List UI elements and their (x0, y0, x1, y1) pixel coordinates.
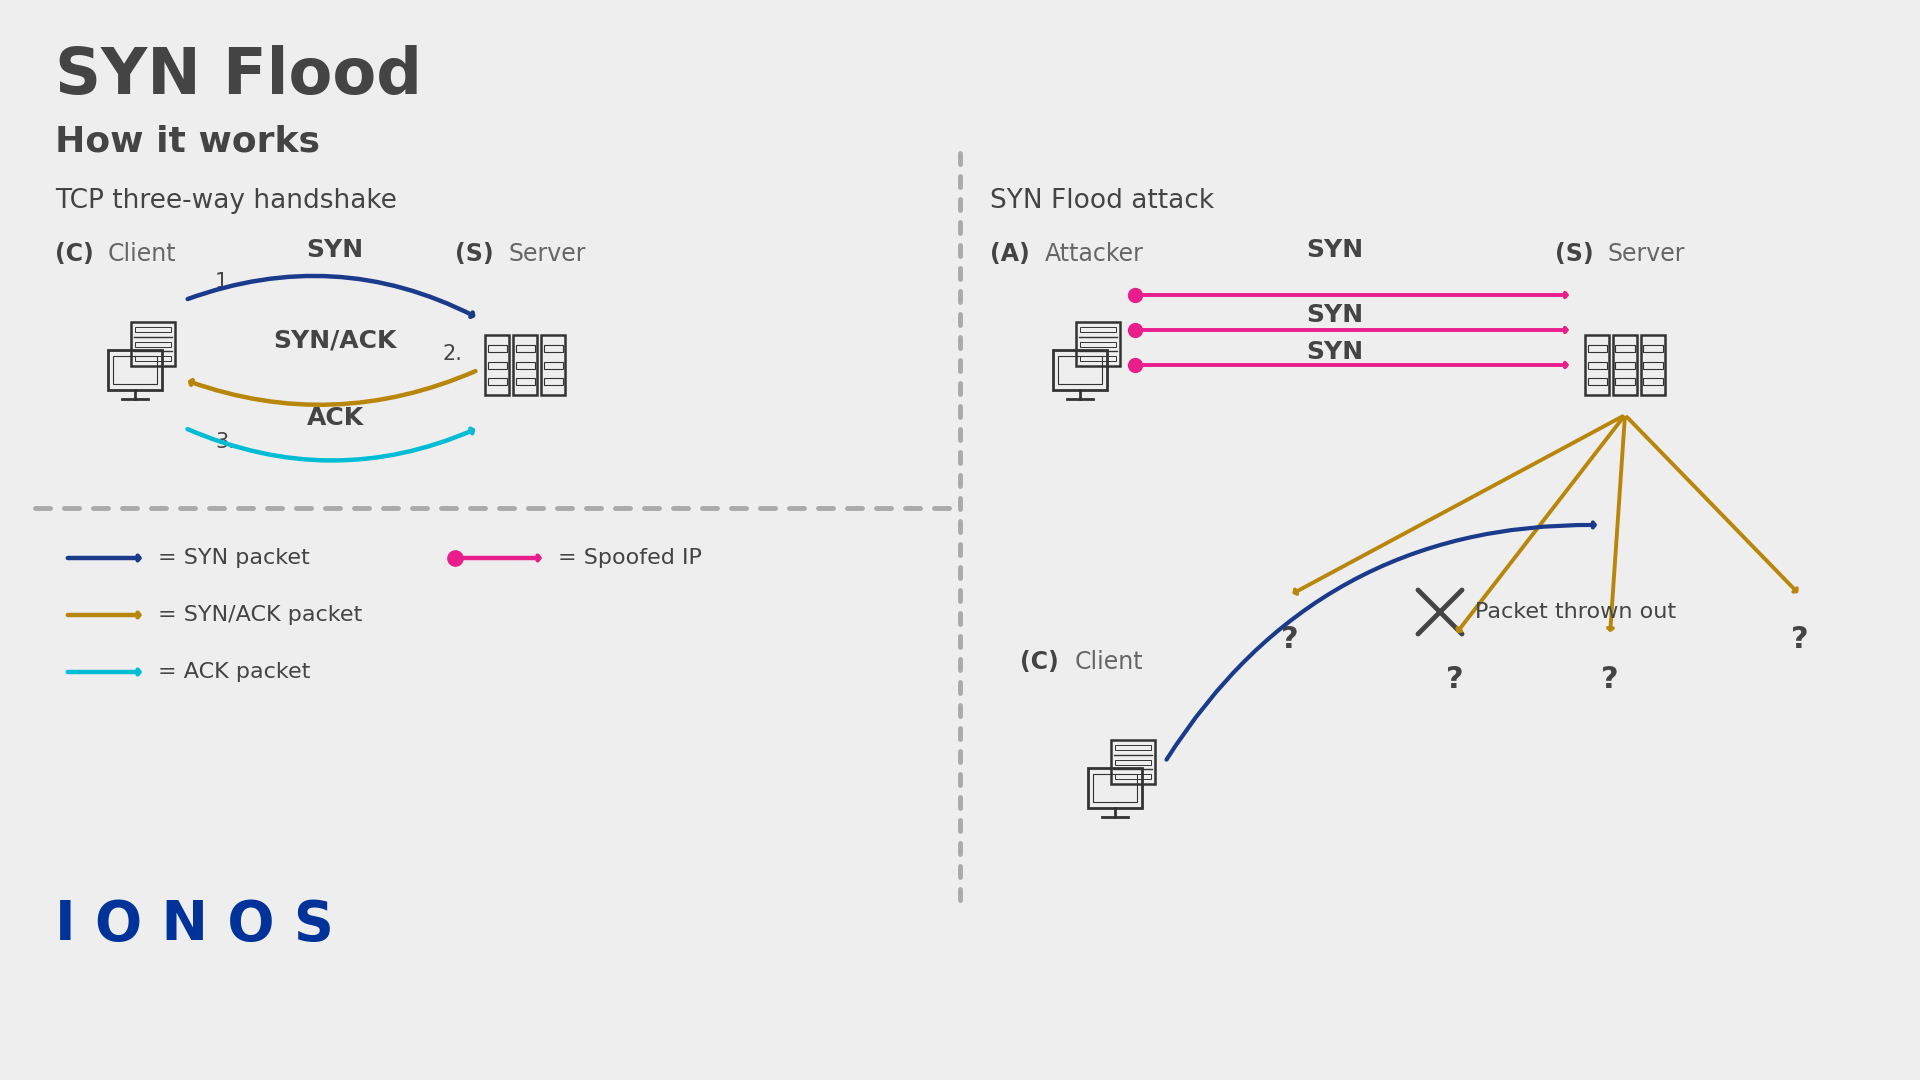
Bar (1642, 335, 1665, 395)
Text: (S): (S) (1555, 242, 1594, 266)
Text: ?: ? (1601, 665, 1619, 694)
Text: Client: Client (1075, 650, 1144, 674)
Text: SYN: SYN (307, 238, 363, 262)
Text: = SYN packet: = SYN packet (157, 548, 309, 568)
Bar (1114, 745, 1152, 751)
Text: ?: ? (1791, 625, 1809, 654)
Text: (S): (S) (455, 242, 493, 266)
Bar (1075, 322, 1119, 366)
Bar (515, 362, 534, 368)
Bar (1114, 774, 1152, 779)
Text: SYN: SYN (1306, 303, 1363, 327)
Text: 3.: 3. (215, 432, 234, 453)
Text: ?: ? (1446, 665, 1463, 694)
Text: SYN: SYN (1306, 340, 1363, 364)
Text: Packet thrown out: Packet thrown out (1475, 602, 1676, 622)
Bar (1058, 355, 1102, 384)
Bar (1089, 768, 1142, 808)
Bar (1079, 356, 1117, 361)
Text: I O N O S: I O N O S (56, 897, 334, 951)
Bar (1588, 362, 1607, 368)
Bar (1588, 378, 1607, 386)
Text: (A): (A) (991, 242, 1029, 266)
Bar (1615, 362, 1634, 368)
Bar (131, 322, 175, 366)
Bar (1615, 345, 1634, 352)
Bar (541, 335, 564, 395)
Text: Server: Server (509, 242, 586, 266)
Bar (1112, 740, 1156, 784)
Bar (1644, 378, 1663, 386)
Bar (108, 350, 161, 390)
Bar (488, 345, 507, 352)
Bar (134, 356, 171, 361)
Bar (1644, 345, 1663, 352)
Bar (1586, 335, 1609, 395)
Text: Attacker: Attacker (1044, 242, 1144, 266)
Text: How it works: How it works (56, 125, 321, 159)
Text: 1.: 1. (215, 272, 234, 292)
Text: Server: Server (1607, 242, 1686, 266)
Text: SYN Flood: SYN Flood (56, 45, 422, 107)
Text: SYN Flood attack: SYN Flood attack (991, 188, 1213, 214)
Text: Client: Client (108, 242, 177, 266)
Bar (1114, 759, 1152, 765)
Text: (C): (C) (56, 242, 94, 266)
Bar (486, 335, 509, 395)
Bar (543, 362, 563, 368)
Bar (515, 345, 534, 352)
Bar (1613, 335, 1638, 395)
Bar (488, 378, 507, 386)
Text: TCP three-way handshake: TCP three-way handshake (56, 188, 397, 214)
Bar (134, 341, 171, 347)
Bar (1588, 345, 1607, 352)
Text: = Spoofed IP: = Spoofed IP (559, 548, 703, 568)
Bar (1079, 341, 1117, 347)
Text: 2.: 2. (442, 345, 463, 364)
Bar (1052, 350, 1108, 390)
Text: SYN/ACK: SYN/ACK (273, 328, 397, 352)
Bar (1079, 327, 1117, 333)
Text: SYN: SYN (1306, 238, 1363, 262)
Text: = ACK packet: = ACK packet (157, 662, 311, 681)
Bar (1092, 773, 1137, 802)
Text: = SYN/ACK packet: = SYN/ACK packet (157, 605, 363, 625)
Bar (134, 327, 171, 333)
Bar (515, 378, 534, 386)
Bar (1644, 362, 1663, 368)
Bar (488, 362, 507, 368)
Bar (513, 335, 538, 395)
Bar (113, 355, 157, 384)
Text: (C): (C) (1020, 650, 1058, 674)
Text: ACK: ACK (307, 406, 363, 430)
Bar (543, 378, 563, 386)
Bar (1615, 378, 1634, 386)
Text: ?: ? (1281, 625, 1298, 654)
Bar (543, 345, 563, 352)
